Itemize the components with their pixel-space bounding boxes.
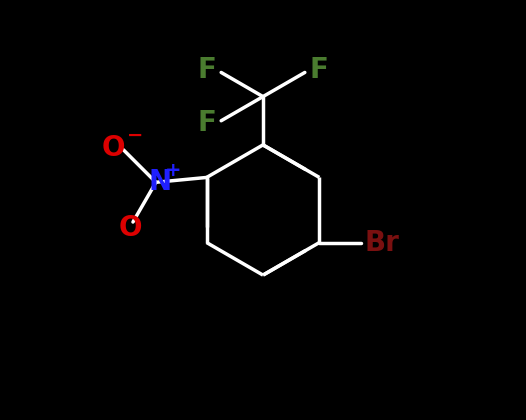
Text: F: F xyxy=(198,56,217,84)
Text: +: + xyxy=(165,161,181,180)
Text: −: − xyxy=(127,126,144,144)
Text: N: N xyxy=(148,168,171,196)
Text: O: O xyxy=(119,214,143,242)
Text: Br: Br xyxy=(365,228,400,257)
Text: O: O xyxy=(101,134,125,162)
Text: F: F xyxy=(309,56,328,84)
Text: F: F xyxy=(198,109,217,137)
